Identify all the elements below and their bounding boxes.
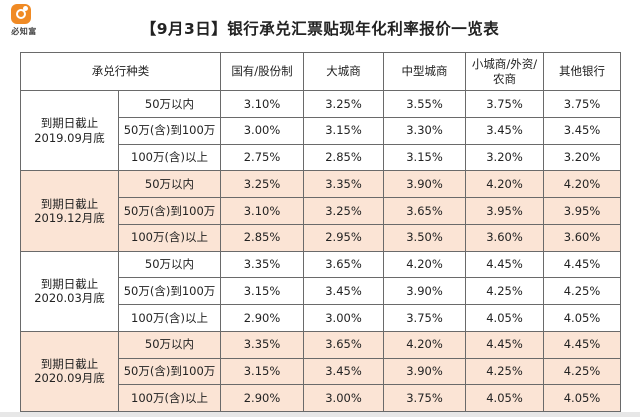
rate-cell: 3.55% (383, 90, 466, 118)
rate-cell: 3.25% (303, 90, 384, 118)
rate-cell: 3.50% (383, 223, 466, 252)
deadline-cell: 到期日截止 2020.09月底 (20, 330, 119, 413)
table-row: 50万(含)到100万 3.15% 3.45% 3.90% 4.25% 4.25% (21, 277, 621, 305)
rate-cell: 3.15% (303, 116, 384, 145)
rate-cell: 4.45% (465, 330, 544, 359)
header-col-1: 国有/股份制 (220, 52, 304, 91)
rate-cell: 4.25% (543, 357, 621, 386)
tier-cell: 50万以内 (118, 250, 221, 279)
rate-cell: 2.85% (303, 143, 384, 172)
rate-cell: 3.65% (383, 197, 466, 225)
header-col-3: 中型城商 (383, 52, 466, 91)
header-col-5: 其他银行 (543, 52, 621, 91)
rate-cell: 3.15% (220, 357, 304, 386)
rate-cell: 3.20% (465, 143, 544, 172)
rate-cell: 3.20% (543, 143, 621, 172)
header-col-2: 大城商 (303, 52, 384, 91)
rate-cell: 2.85% (220, 223, 304, 252)
logo-text: 必知富 (11, 27, 37, 36)
rate-cell: 4.05% (543, 304, 621, 332)
tier-cell: 100万(含)以上 (118, 223, 221, 252)
table-row: 到期日截止 2019.09月底 50万以内 3.10% 3.25% 3.55% 3.75%… (20, 89, 621, 172)
rate-cell: 4.25% (465, 277, 544, 305)
rate-cell: 2.90% (220, 384, 304, 412)
rate-cell: 3.60% (465, 223, 544, 252)
rate-cell: 3.35% (220, 330, 304, 359)
rate-cell: 4.25% (465, 357, 544, 386)
rate-cell: 3.75% (465, 90, 544, 118)
rate-cell: 3.00% (303, 384, 384, 412)
header-type: 承兑行种类 (20, 52, 221, 91)
table-header-row: 承兑行种类 国有/股份制 大城商 中型城商 小城商/外资/农商 其他银行 (20, 52, 621, 91)
rate-cell: 3.45% (303, 277, 384, 305)
rate-cell: 4.25% (543, 277, 621, 305)
rate-cell: 3.45% (543, 116, 621, 145)
rate-cell: 4.20% (383, 330, 466, 359)
table-row: 100万(含)以上 2.75% 2.85% 3.15% 3.20% 3.20% (21, 143, 621, 172)
rate-cell: 3.10% (220, 197, 304, 225)
tier-cell: 50万以内 (118, 170, 221, 198)
rate-cell: 3.00% (220, 116, 304, 145)
rate-cell: 3.65% (303, 250, 384, 279)
rate-cell: 3.45% (465, 116, 544, 145)
tier-cell: 50万(含)到100万 (118, 116, 221, 145)
rate-cell: 3.15% (220, 277, 304, 305)
rate-cell: 2.75% (220, 143, 304, 172)
table-row: 到期日截止 2020.09月底 50万以内 3.35% 3.65% 4.20% 4.45%… (20, 330, 621, 413)
deadline-cell: 到期日截止 2019.09月底 (20, 89, 119, 172)
rate-cell: 3.45% (303, 357, 384, 386)
table-row: 到期日截止 2020.03月底 50万以内 3.35% 3.65% 4.20% 4.45%… (20, 250, 621, 332)
rate-cell: 3.75% (543, 90, 621, 118)
rate-cell: 3.65% (303, 330, 384, 359)
bottom-strip (0, 412, 640, 417)
rate-cell: 3.60% (543, 223, 621, 252)
rate-cell: 4.45% (465, 250, 544, 279)
header-col-4: 小城商/外资/农商 (465, 52, 544, 91)
rate-cell: 4.20% (465, 170, 544, 198)
rate-cell: 2.90% (220, 304, 304, 332)
rate-table: 承兑行种类 国有/股份制 大城商 中型城商 小城商/外资/农商 其他银行 到期日… (20, 52, 621, 413)
rate-cell: 3.30% (383, 116, 466, 145)
table-row: 到期日截止 2019.12月底 50万以内 3.25% 3.35% 3.90% 4.20%… (20, 170, 621, 252)
rate-cell: 3.25% (303, 197, 384, 225)
tier-cell: 100万(含)以上 (118, 143, 221, 172)
rate-cell: 4.20% (383, 250, 466, 279)
rate-cell: 4.45% (543, 330, 621, 359)
page-title: 【9月3日】银行承兑汇票贴现年化利率报价一览表 (140, 20, 500, 38)
rate-cell: 3.15% (383, 143, 466, 172)
rate-cell: 4.20% (543, 170, 621, 198)
deadline-cell: 到期日截止 2020.03月底 (20, 250, 119, 332)
tier-cell: 50万(含)到100万 (118, 277, 221, 305)
rate-cell: 3.75% (383, 384, 466, 412)
table-row: 100万(含)以上 2.85% 2.95% 3.50% 3.60% 3.60% (21, 223, 621, 252)
logo-icon (11, 4, 31, 24)
rate-cell: 3.10% (220, 90, 304, 118)
rate-cell: 3.00% (303, 304, 384, 332)
rate-cell: 4.45% (543, 250, 621, 279)
table-row: 50万(含)到100万 3.10% 3.25% 3.65% 3.95% 3.95% (21, 197, 621, 225)
tier-cell: 50万(含)到100万 (118, 197, 221, 225)
rate-cell: 3.90% (383, 277, 466, 305)
rate-cell: 3.90% (383, 170, 466, 198)
rate-cell: 4.05% (543, 384, 621, 412)
deadline-cell: 到期日截止 2019.12月底 (20, 170, 119, 252)
table-row: 100万(含)以上 2.90% 3.00% 3.75% 4.05% 4.05% (21, 384, 621, 412)
rate-cell: 4.05% (465, 384, 544, 412)
table-row: 50万(含)到100万 3.00% 3.15% 3.30% 3.45% 3.45% (21, 116, 621, 145)
rate-cell: 3.75% (383, 304, 466, 332)
tier-cell: 50万(含)到100万 (118, 357, 221, 386)
rate-cell: 4.05% (465, 304, 544, 332)
tier-cell: 50万以内 (118, 90, 221, 118)
rate-cell: 3.35% (220, 250, 304, 279)
rate-cell: 3.35% (303, 170, 384, 198)
rate-cell: 3.25% (220, 170, 304, 198)
rate-cell: 3.95% (543, 197, 621, 225)
rate-cell: 2.95% (303, 223, 384, 252)
tier-cell: 50万以内 (118, 330, 221, 359)
tier-cell: 100万(含)以上 (118, 304, 221, 332)
tier-cell: 100万(含)以上 (118, 384, 221, 412)
rate-cell: 3.90% (383, 357, 466, 386)
rate-cell: 3.95% (465, 197, 544, 225)
logo: 必知富 (4, 4, 40, 42)
